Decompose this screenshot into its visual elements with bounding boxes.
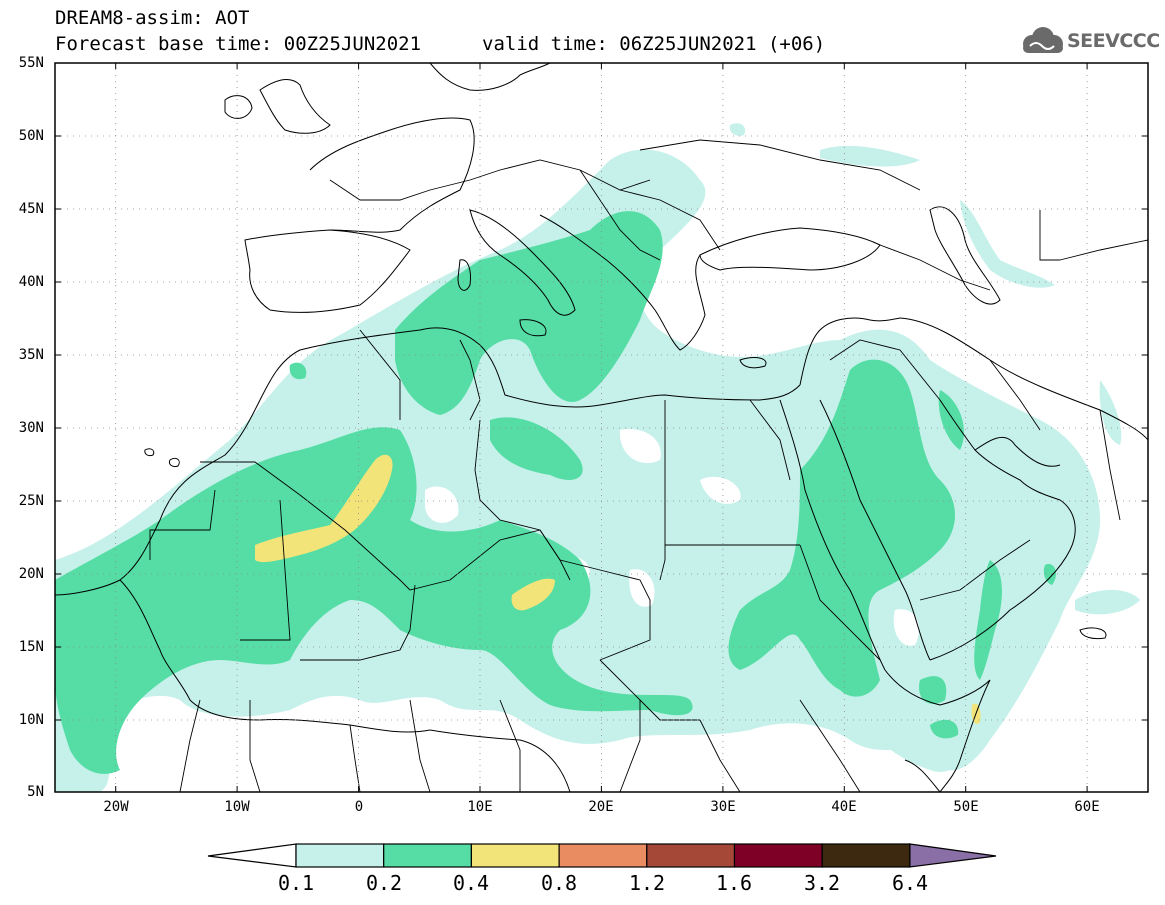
lon-label: 10E bbox=[467, 799, 493, 815]
colorbar-low-arrow bbox=[207, 843, 297, 868]
country-borders bbox=[149, 139, 1148, 792]
aot-level-0.1 bbox=[820, 145, 920, 167]
coastline-west-africa bbox=[119, 579, 431, 733]
lat-label: 45N bbox=[18, 201, 44, 217]
lon-label: 30E bbox=[710, 799, 736, 815]
aot-level-0.2 bbox=[55, 427, 693, 774]
colorbar-swatch bbox=[821, 843, 911, 868]
coastline-black-sea bbox=[699, 227, 881, 271]
lat-label: 10N bbox=[18, 712, 44, 728]
aot-level-0.1 bbox=[1099, 380, 1122, 445]
seevccc-logo bbox=[1023, 27, 1063, 53]
colorbar-label: 6.4 bbox=[891, 871, 929, 895]
coastline-levant bbox=[799, 317, 901, 386]
coastline-italy bbox=[469, 209, 576, 316]
colorbar-swatch bbox=[295, 843, 385, 868]
colorbar-label: 0.1 bbox=[277, 871, 315, 895]
lon-label: 40E bbox=[831, 799, 857, 815]
coastline-cyprus bbox=[739, 357, 767, 369]
coastline-sicily bbox=[519, 319, 547, 337]
lat-label: 5N bbox=[27, 784, 44, 800]
coastline-balkans bbox=[539, 214, 706, 351]
lon-label: 10W bbox=[224, 799, 250, 815]
aot-level-0.2 bbox=[728, 359, 955, 697]
colorbar-swatch bbox=[646, 843, 736, 868]
coastline-france bbox=[309, 117, 475, 233]
aot-level-0.2 bbox=[490, 417, 583, 480]
aot-level-0.1 bbox=[729, 123, 746, 136]
lon-label: 0 bbox=[354, 799, 364, 815]
coastline-north-africa bbox=[55, 327, 801, 596]
colorbar-label: 1.6 bbox=[715, 871, 753, 895]
lat-label: 40N bbox=[18, 274, 44, 290]
aot-level-0.2 bbox=[974, 560, 1002, 680]
grid-lines bbox=[55, 63, 1148, 792]
aot-level-0.2 bbox=[938, 390, 964, 450]
colorbar-swatch bbox=[383, 843, 473, 868]
aot-level-0.2 bbox=[919, 676, 947, 704]
coastlines bbox=[55, 63, 1148, 792]
coastline-uk bbox=[259, 79, 331, 134]
colorbar-high-arrow bbox=[909, 843, 997, 868]
coastline-red-sea-west bbox=[779, 399, 886, 671]
plot-frame bbox=[54, 62, 1149, 793]
coastline-ireland bbox=[224, 95, 253, 119]
logo-text: SEEVCCC bbox=[1067, 30, 1160, 52]
aot-level-0.4 bbox=[511, 578, 555, 611]
colorbar-swatch bbox=[470, 843, 560, 868]
coastline-socotra bbox=[1079, 627, 1107, 640]
colorbar-label: 1.2 bbox=[628, 871, 666, 895]
lat-label: 50N bbox=[18, 128, 44, 144]
lon-label: 50E bbox=[953, 799, 979, 815]
lon-label: 20E bbox=[588, 799, 614, 815]
coastline-caspian bbox=[929, 206, 1001, 305]
aot-contours bbox=[55, 123, 1140, 792]
coastline-persian-gulf bbox=[974, 436, 1061, 467]
coastline-scandinavia bbox=[429, 63, 551, 91]
lat-label: 55N bbox=[18, 55, 44, 71]
colorbar-label: 0.4 bbox=[452, 871, 490, 895]
coastline-east-africa bbox=[904, 759, 941, 792]
map-title: DREAM8-assim: AOT bbox=[55, 7, 250, 29]
lat-label: 15N bbox=[18, 639, 44, 655]
aot-level-0.2 bbox=[395, 211, 663, 415]
colorbar-label: 3.2 bbox=[803, 871, 841, 895]
aot-level-0.2 bbox=[930, 719, 959, 739]
aot-level-0.2 bbox=[289, 362, 307, 380]
aot-level-0.1 bbox=[960, 200, 1055, 288]
aot-level-0.1 bbox=[1075, 589, 1140, 615]
lon-label: 20W bbox=[103, 799, 129, 815]
lat-label: 20N bbox=[18, 566, 44, 582]
coastline-iran bbox=[899, 317, 1148, 441]
lat-label: 35N bbox=[18, 347, 44, 363]
valid-time: valid time: 06Z25JUN2021 (+06) bbox=[482, 33, 826, 55]
colorbar-swatch bbox=[733, 843, 823, 868]
colorbar-swatch bbox=[558, 843, 648, 868]
coastline-iberia bbox=[244, 229, 411, 313]
forecast-base-time: Forecast base time: 00Z25JUN2021 bbox=[55, 33, 422, 55]
colorbar bbox=[207, 843, 997, 868]
coastline-canaries bbox=[144, 448, 180, 467]
lat-label: 30N bbox=[18, 420, 44, 436]
coastline-gulf-of-guinea bbox=[429, 729, 571, 792]
coastline-red-sea-east bbox=[819, 399, 931, 661]
axis-ticks bbox=[55, 62, 1148, 793]
coastline-sardinia bbox=[457, 259, 471, 291]
aot-level-0.4 bbox=[255, 454, 393, 563]
colorbar-label: 0.2 bbox=[365, 871, 403, 895]
coastline-horn bbox=[884, 669, 991, 792]
lat-label: 25N bbox=[18, 493, 44, 509]
aot-level-0.2 bbox=[1043, 564, 1056, 585]
aot-level-0.1 bbox=[860, 680, 963, 772]
colorbar-label: 0.8 bbox=[540, 871, 578, 895]
lon-label: 60E bbox=[1074, 799, 1100, 815]
